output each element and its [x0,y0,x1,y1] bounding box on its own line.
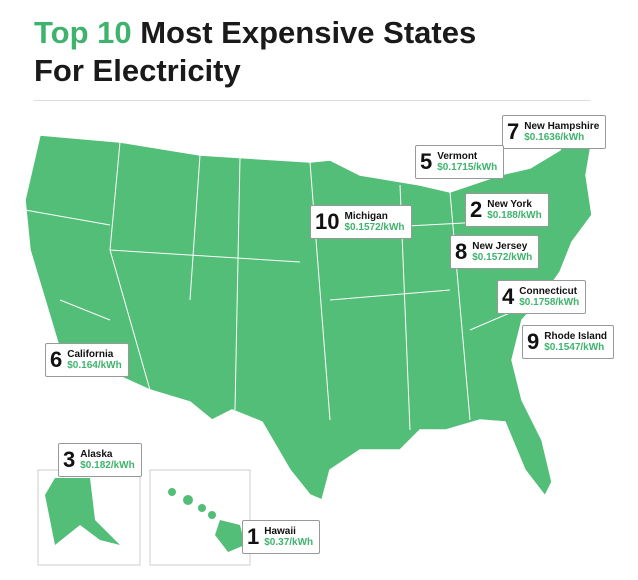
alaska [45,478,120,545]
price: $0.1547/kWh [544,342,605,353]
hawaii [168,488,245,552]
callout-text: New Jersey $0.1572/kWh [472,241,532,263]
callout: 1 Hawaii $0.37/kWh [242,520,321,554]
callout: 3 Alaska $0.182/kWh [58,443,142,477]
state-name: New York [487,199,532,210]
rank: 3 [63,447,76,472]
title: Top 10 Most Expensive States For Electric… [34,14,476,90]
price: $0.188/kWh [487,210,542,221]
divider [34,100,590,101]
price: $0.1572/kWh [344,222,405,233]
title-line2: For Electricity [34,53,241,88]
callout-text: New York $0.188/kWh [487,199,541,221]
rank: 6 [50,347,63,372]
callout-text: Rhode Island $0.1547/kWh [544,331,607,353]
price: $0.182/kWh [80,460,135,471]
rank: 9 [527,329,540,354]
callout: 10 Michigan $0.1572/kWh [310,205,412,239]
price: $0.164/kWh [67,360,122,371]
price: $0.37/kWh [264,537,314,548]
callout-text: Michigan $0.1572/kWh [344,211,404,233]
callout-text: Vermont $0.1715/kWh [437,151,497,173]
price: $0.1572/kWh [472,252,533,263]
state-name: Vermont [437,151,478,162]
rank: 5 [420,149,433,174]
callout-text: California $0.164/kWh [67,349,121,371]
callout: 2 New York $0.188/kWh [465,193,549,227]
callout-text: Hawaii $0.37/kWh [264,526,313,548]
title-line1: Most Expensive States [140,15,477,50]
state-name: California [67,349,114,360]
state-name: Connecticut [519,286,578,297]
state-name: New Jersey [472,241,528,252]
rank: 8 [455,239,468,264]
rank: 2 [470,197,483,222]
callout-text: Alaska $0.182/kWh [80,449,134,471]
rank: 4 [502,284,515,309]
state-name: New Hampshire [524,121,600,132]
price: $0.1715/kWh [437,162,498,173]
rank: 10 [315,209,340,234]
price: $0.1758/kWh [519,297,580,308]
rank: 1 [247,524,260,549]
state-name: Hawaii [264,526,296,537]
state-name: Michigan [344,211,388,222]
us-mainland [24,116,593,502]
callout: 5 Vermont $0.1715/kWh [415,145,505,179]
callout: 4 Connecticut $0.1758/kWh [497,280,587,314]
callout-text: New Hampshire $0.1636/kWh [524,121,599,143]
price: $0.1636/kWh [524,132,585,143]
callout: 6 California $0.164/kWh [45,343,129,377]
title-highlight: Top 10 [34,15,132,50]
callout: 8 New Jersey $0.1572/kWh [450,235,540,269]
callout: 7 New Hampshire $0.1636/kWh [502,115,607,149]
hawaii-inset [149,469,251,566]
state-name: Rhode Island [544,331,608,342]
callout: 9 Rhode Island $0.1547/kWh [522,325,615,359]
state-name: Alaska [80,449,113,460]
callout-text: Connecticut $0.1758/kWh [519,286,579,308]
rank: 7 [507,119,520,144]
